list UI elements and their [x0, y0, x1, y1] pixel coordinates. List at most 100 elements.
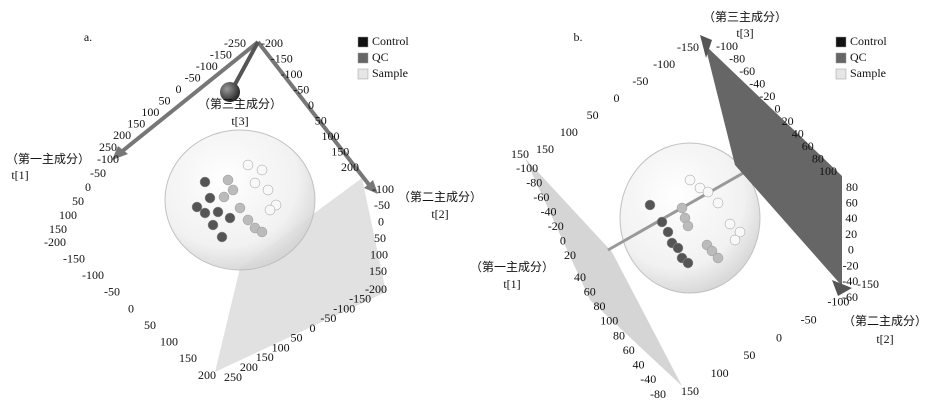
tick-label: -50 [374, 198, 390, 212]
tick-label: 150 [536, 142, 554, 156]
tick-label: 100 [819, 164, 837, 178]
tick-label: -50 [320, 311, 336, 325]
axis-title: （第三主成分） [703, 10, 787, 24]
tick-label: 150 [49, 222, 67, 236]
tick-label: 50 [291, 331, 303, 345]
tick-label: 200 [113, 128, 131, 142]
tick-label: 0 [560, 233, 566, 247]
tick-label: 100 [59, 208, 77, 222]
tick-label: -20 [759, 89, 775, 103]
legend-swatch [357, 52, 369, 64]
legend-swatch [835, 68, 847, 80]
tick-label: -50 [90, 166, 106, 180]
tick-label: 80 [594, 299, 606, 313]
tick-label: -100 [516, 161, 538, 175]
tick-label: 0 [309, 321, 315, 335]
legend-swatch [357, 68, 369, 80]
tick-label: -40 [842, 274, 858, 288]
axis-title: （第一主成分） [470, 260, 554, 274]
tick-label: 0 [614, 91, 620, 105]
axis-title: （第二主成分） [843, 314, 927, 328]
tick-label: -250 [224, 36, 246, 50]
tick-label: -60 [739, 64, 755, 78]
tick-label: -150 [63, 251, 85, 265]
tick-label: 20 [782, 114, 794, 128]
tick-label: -40 [640, 372, 656, 386]
tick-label: 40 [574, 270, 586, 284]
tick-label: 150 [369, 264, 387, 278]
tick-label: -100 [281, 67, 303, 81]
panel-label: b. [574, 30, 583, 44]
tick-label: 0 [848, 243, 854, 257]
tick-label: 150 [511, 147, 529, 161]
tick-label: -150 [210, 47, 232, 61]
tick-label: 50 [158, 94, 170, 108]
tick-label: 0 [775, 101, 781, 115]
tick-label: 80 [812, 151, 824, 165]
tick-label: 80 [846, 180, 858, 194]
panel-a-points [191, 159, 282, 243]
tick-label: -50 [104, 285, 120, 299]
tick-label: 150 [127, 117, 145, 131]
tick-label: 0 [176, 82, 182, 96]
tick-label: 150 [179, 351, 197, 365]
tick-label: -60 [533, 190, 549, 204]
tick-label: 100 [160, 335, 178, 349]
tick-label: 80 [613, 328, 625, 342]
tick-label: 100 [560, 125, 578, 139]
tick-label: 150 [256, 350, 274, 364]
axis-title: （第一主成分） [6, 152, 90, 166]
tick-label: -20 [548, 219, 564, 233]
tick-label: 60 [802, 139, 814, 153]
axis-title: （第二主成分） [398, 190, 482, 204]
tick-label: 50 [374, 231, 386, 245]
tick-label: -50 [801, 312, 817, 326]
legend-swatch [835, 52, 847, 64]
tick-label: 40 [845, 211, 857, 225]
axis-title: （第三主成分） [198, 97, 282, 111]
tick-label: -100 [653, 57, 675, 71]
legend-label: Sample [850, 66, 886, 80]
tick-label: 50 [743, 348, 755, 362]
tick-label: -20 [843, 258, 859, 272]
panel-b-geometry [525, 35, 852, 386]
tick-label: -200 [261, 36, 283, 50]
panel-b-points [644, 174, 746, 269]
legend-label: QC [850, 50, 867, 64]
tick-label: 250 [99, 140, 117, 154]
panel-a-geometry [112, 40, 386, 372]
tick-label: -40 [541, 204, 557, 218]
tick-label: -80 [650, 387, 666, 401]
tick-label: 60 [846, 195, 858, 209]
tick-label: 250 [224, 370, 242, 384]
panel-label: a. [84, 30, 92, 44]
tick-label: 100 [600, 314, 618, 328]
tick-label: 50 [587, 108, 599, 122]
tick-label: 200 [341, 160, 359, 174]
legend-swatch [357, 36, 369, 48]
legend-label: Sample [372, 66, 408, 80]
tick-label: -50 [185, 70, 201, 84]
tick-label: -150 [271, 51, 293, 65]
tick-label: -60 [842, 290, 858, 304]
tick-label: -100 [333, 301, 355, 315]
axis-variable: t[1] [503, 277, 520, 291]
axis-variable: t[2] [876, 332, 893, 346]
tick-label: 60 [584, 284, 596, 298]
tick-label: 100 [141, 105, 159, 119]
tick-label: 0 [308, 98, 314, 112]
tick-label: -150 [349, 292, 371, 306]
tick-label: -150 [677, 40, 699, 54]
tick-label: 200 [198, 368, 216, 382]
axis-variable: t[3] [231, 114, 248, 128]
tick-label: -40 [749, 76, 765, 90]
tick-label: 0 [85, 180, 91, 194]
tick-label: -50 [293, 82, 309, 96]
tick-label: 0 [776, 330, 782, 344]
tick-label: 20 [564, 248, 576, 262]
tick-label: -150 [857, 277, 879, 291]
legend-label: QC [372, 50, 389, 64]
tick-label: -80 [526, 176, 542, 190]
tick-label: 60 [623, 343, 635, 357]
tick-label: 40 [792, 126, 804, 140]
